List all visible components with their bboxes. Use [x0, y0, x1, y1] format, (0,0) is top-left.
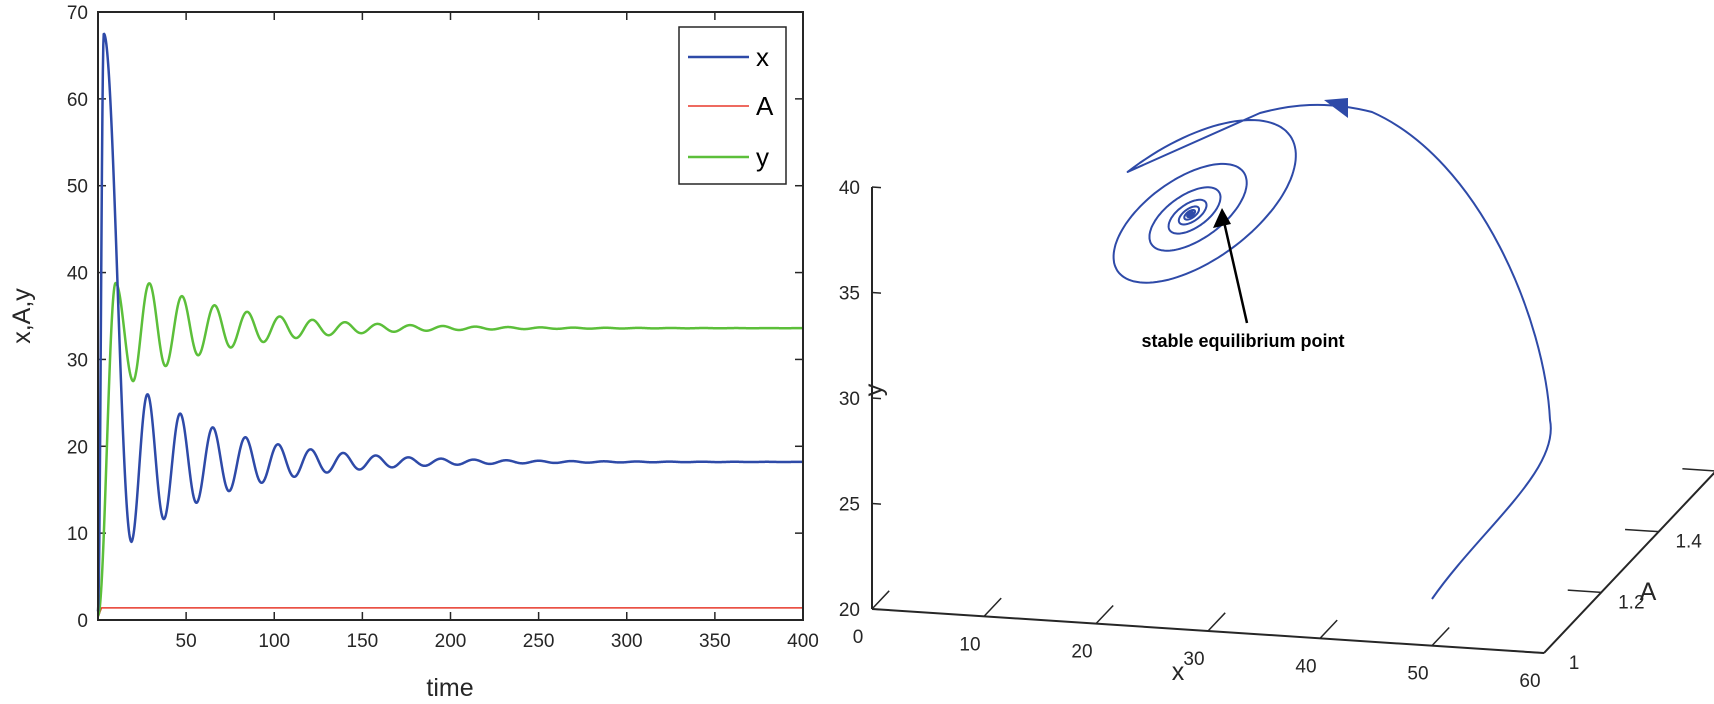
right-z-tick-label: 1.4 [1675, 532, 1702, 553]
right-x-tick-mark [1095, 604, 1114, 625]
annotation-arrowhead [1213, 208, 1231, 228]
right-y-tick-label: 40 [839, 178, 860, 199]
time-series-chart: 50 100 150 200 250 300 350 400 0 10 20 30 40 50 60 70 t… [8, 3, 819, 702]
annotation-arrow-line [1220, 212, 1249, 324]
annotation-label: stable equilibrium point [1141, 331, 1344, 351]
right-x-tick-label: 20 [1071, 642, 1092, 663]
right-z-tick-mark [1510, 650, 1545, 654]
right-y-tick-mark [871, 608, 882, 611]
legend-label-x: x [756, 42, 769, 72]
left-x-axis-label: time [426, 674, 473, 702]
right-y-tick-label: 25 [839, 495, 860, 516]
right-x-tick-label: 50 [1407, 664, 1428, 685]
right-z-axis-label: A [1640, 578, 1657, 606]
left-tick-labels: 50 100 150 200 250 300 350 400 0 10 20 30 40 50 60 70 [67, 3, 819, 652]
right-x-tick-label: 30 [1183, 649, 1204, 670]
series-line-x [96, 32, 804, 612]
left-x-tick-label: 50 [176, 631, 197, 652]
series-line-a [97, 607, 804, 618]
right-x-tick-mark [983, 597, 1002, 617]
left-y-axis-label: x,A,y [8, 288, 36, 344]
right-y-tick-label: 35 [839, 284, 860, 305]
left-y-tick-label: 10 [67, 524, 88, 545]
right-x-axis-label: x [1172, 658, 1185, 686]
right-axes-lines [871, 187, 1714, 654]
left-x-tick-label: 150 [347, 631, 379, 652]
left-x-tick-label: 400 [787, 631, 819, 652]
right-x-tick-label: 60 [1519, 671, 1540, 692]
right-z-tick-mark [1625, 528, 1659, 533]
left-x-tick-label: 250 [523, 631, 555, 652]
right-z-tick-mark [1567, 589, 1602, 594]
left-y-tick-label: 20 [67, 437, 88, 458]
right-tick-marks [871, 186, 1714, 654]
right-y-tick-mark [871, 186, 882, 189]
legend-label-a: A [756, 91, 774, 121]
right-y-tick-mark [871, 397, 882, 400]
right-x-tick-mark [1319, 619, 1338, 639]
left-y-tick-label: 50 [67, 177, 88, 198]
legend: x A y [678, 26, 787, 185]
right-y-tick-mark [871, 291, 882, 294]
legend-label-y: y [756, 142, 769, 172]
left-y-tick-label: 60 [67, 90, 88, 111]
right-x-tick-mark [1543, 634, 1562, 654]
right-x-tick-mark [1431, 626, 1450, 647]
right-y-tick-label: 30 [839, 389, 860, 410]
trajectory-group [1112, 98, 1552, 600]
right-x-tick-mark [1207, 612, 1226, 632]
left-x-tick-label: 100 [258, 631, 290, 652]
right-z-tick-label: 1.2 [1618, 592, 1644, 613]
right-x-tick-label: 0 [853, 627, 864, 648]
right-y-axis-label: y [860, 383, 888, 396]
left-series-group [96, 32, 804, 618]
left-x-tick-label: 300 [611, 631, 643, 652]
right-x-tick-label: 10 [959, 634, 980, 655]
equilibrium-point [1186, 210, 1195, 219]
z-axis-line [1543, 471, 1714, 654]
right-x-tick-label: 40 [1295, 656, 1316, 677]
trajectory-line [1112, 103, 1552, 600]
right-z-tick-label: 1 [1569, 653, 1580, 674]
trajectory-direction-arrow [1324, 98, 1348, 118]
right-y-tick-mark [871, 502, 882, 505]
right-y-tick-label: 20 [839, 600, 860, 621]
right-x-tick-mark [871, 590, 890, 610]
left-y-tick-label: 0 [77, 611, 88, 632]
series-line-y [97, 281, 804, 617]
left-y-tick-label: 40 [67, 264, 88, 285]
left-y-tick-label: 70 [67, 3, 88, 24]
right-z-tick-mark [1682, 468, 1714, 472]
left-axes-box [97, 11, 804, 621]
left-y-tick-label: 30 [67, 350, 88, 371]
left-x-tick-label: 200 [435, 631, 467, 652]
left-x-tick-label: 350 [699, 631, 731, 652]
